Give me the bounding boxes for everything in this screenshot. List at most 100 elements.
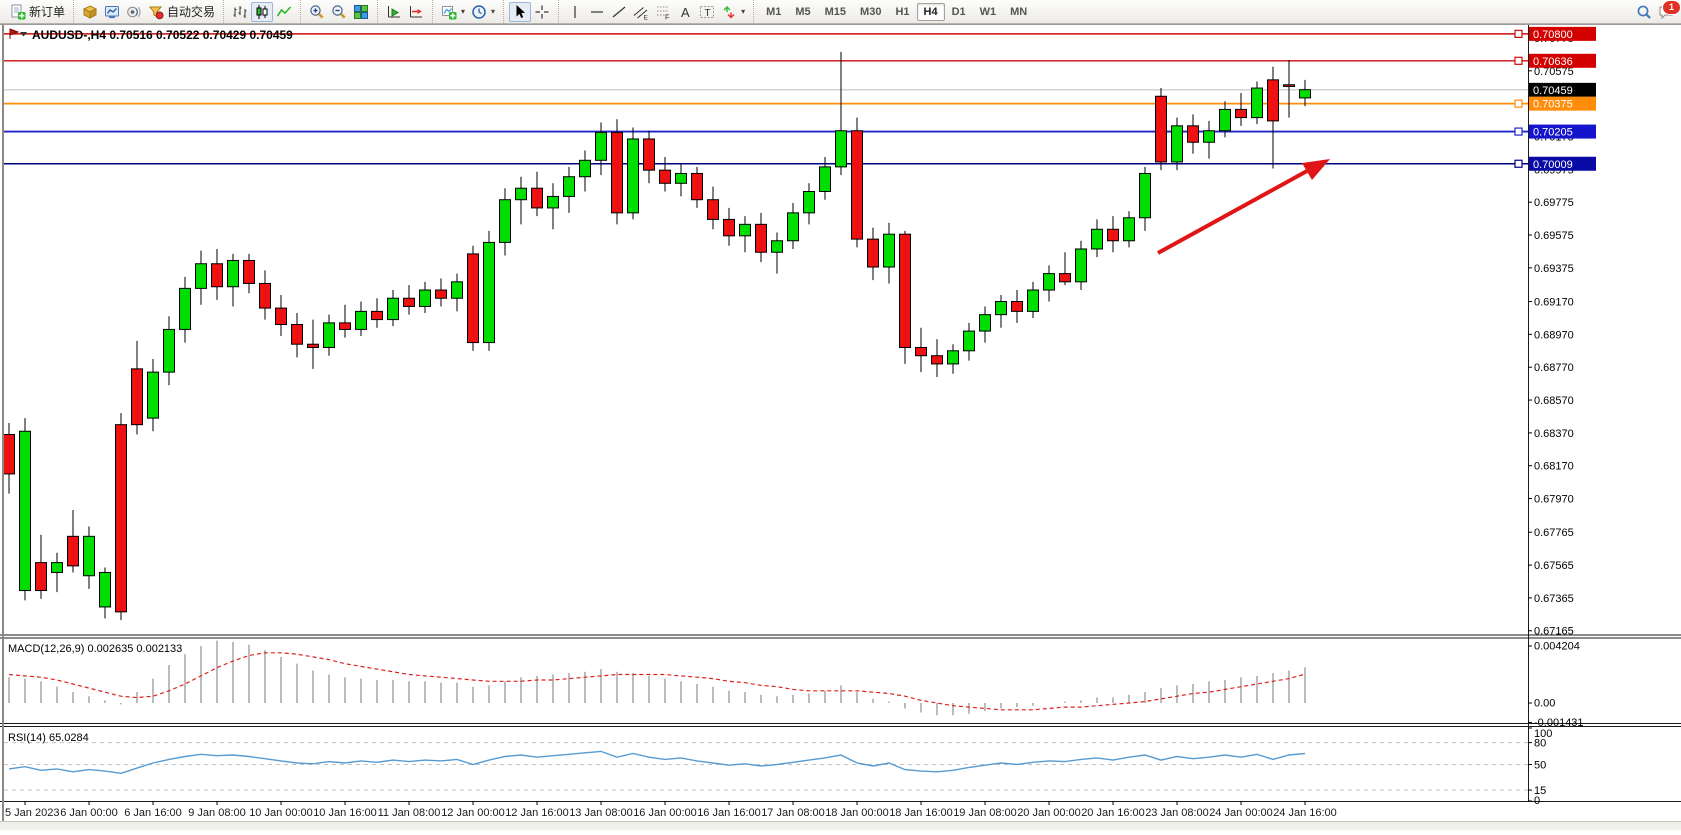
- timeframe-m1-button[interactable]: M1: [759, 3, 788, 21]
- candle: [19, 430, 31, 592]
- market-watch-button[interactable]: [79, 2, 101, 22]
- new-chart-button[interactable]: ▾: [438, 2, 468, 22]
- line-handle[interactable]: [1514, 159, 1523, 168]
- time-tick-label: 24 Jan 16:00: [1273, 807, 1337, 819]
- price-tick-label: 0.67565: [1534, 560, 1574, 572]
- timeframe-m15-button[interactable]: M15: [818, 3, 853, 21]
- time-tick-label: 18 Jan 16:00: [889, 807, 953, 819]
- macd-axis-label: 0.004204: [1534, 641, 1580, 653]
- chart-title-group: AUDUSD-,H4 0.70516 0.70522 0.70429 0.704…: [9, 28, 293, 42]
- candle: [1043, 273, 1055, 291]
- timeframe-d1-button[interactable]: D1: [945, 3, 973, 21]
- new-order-button[interactable]: 新订单: [7, 2, 68, 22]
- price-badge-label: 0.70636: [1533, 56, 1573, 68]
- candle: [307, 343, 319, 348]
- price-badges: 0.70800 0.70636 0.70459 0.70375 0.70205 0.700…: [1514, 26, 1596, 171]
- equidistant-channel-button[interactable]: E: [630, 2, 652, 22]
- toolbar-group: E F A T ▾: [558, 0, 751, 23]
- label-t-icon: T: [700, 5, 715, 19]
- candle: [67, 535, 79, 567]
- price-tick-label: 0.67165: [1534, 626, 1574, 638]
- line-handle[interactable]: [1514, 56, 1523, 65]
- zoom-out-button[interactable]: [328, 2, 350, 22]
- candle: [835, 130, 847, 168]
- text-label-button[interactable]: T: [696, 2, 718, 22]
- tile-windows-button[interactable]: [350, 2, 372, 22]
- candle: [947, 350, 959, 365]
- data-window-button[interactable]: [101, 2, 123, 22]
- candle: [435, 289, 447, 299]
- candle: [467, 253, 479, 344]
- cursor-icon: [516, 4, 526, 18]
- time-tick-label: 20 Jan 00:00: [1017, 807, 1081, 819]
- macd-axis-label: -0.001431: [1534, 717, 1584, 729]
- candle: [867, 238, 879, 268]
- candle: [1299, 89, 1311, 99]
- fibo-icon: F: [657, 6, 669, 20]
- chevron-down-icon: [20, 32, 27, 37]
- notification-count-badge: 1: [1662, 0, 1681, 15]
- candle: [291, 324, 303, 345]
- timeframe-m30-button[interactable]: M30: [853, 3, 888, 21]
- line-handle[interactable]: [1514, 127, 1523, 136]
- time-tick-label: 6 Jan 00:00: [60, 807, 118, 819]
- chart-area[interactable]: MACD(12,26,9) 0.002635 0.002133 0.004204 0…: [0, 24, 1681, 830]
- chevron-down-icon: ▾: [741, 7, 746, 16]
- candle: [915, 346, 927, 357]
- rsi-axis-label: 80: [1534, 738, 1546, 750]
- timeframe-w1-button[interactable]: W1: [973, 3, 1004, 21]
- vertical-line-button[interactable]: [564, 2, 586, 22]
- profiles-button[interactable]: ▾: [468, 2, 498, 22]
- arrow-objects-button[interactable]: ▾: [718, 2, 748, 22]
- crosshair-button[interactable]: [531, 2, 553, 22]
- candle: [899, 233, 911, 348]
- candle: [483, 241, 495, 344]
- zoom-in-button[interactable]: [306, 2, 328, 22]
- strategy-tester-button[interactable]: [123, 2, 145, 22]
- timeframe-mn-button[interactable]: MN: [1003, 3, 1034, 21]
- line-handle[interactable]: [1514, 29, 1523, 38]
- trend-arrow[interactable]: [1157, 159, 1330, 255]
- line-chart-mode-button[interactable]: [273, 2, 295, 22]
- timeframe-h1-button[interactable]: H1: [888, 3, 916, 21]
- timeframe-h4-button[interactable]: H4: [916, 2, 945, 21]
- macd-axis-label: 0.00: [1534, 698, 1555, 710]
- time-tick-label: 11 Jan 08:00: [378, 807, 441, 819]
- candle: [1011, 301, 1023, 312]
- fibonacci-retracement-button[interactable]: F: [652, 2, 674, 22]
- candle: [1155, 95, 1167, 163]
- search-button[interactable]: [1633, 2, 1655, 22]
- bar-chart-mode-button[interactable]: [229, 2, 251, 22]
- candle: [243, 259, 255, 284]
- candle: [1075, 248, 1087, 283]
- candlestick-mode-button[interactable]: [251, 1, 274, 22]
- candle: [1187, 125, 1199, 143]
- time-tick-label: 6 Jan 16:00: [124, 807, 182, 819]
- candle: [563, 176, 575, 197]
- cursor-button[interactable]: [509, 1, 532, 22]
- price-badge-label: 0.70459: [1533, 85, 1573, 97]
- macd-signal-line: [8, 652, 1306, 711]
- tline-icon: [612, 6, 626, 17]
- speaker-icon: [127, 6, 141, 17]
- timeframe-m5-button[interactable]: M5: [788, 3, 817, 21]
- price-badge: [1529, 96, 1596, 111]
- candle: [1283, 84, 1295, 87]
- candle: [531, 187, 543, 209]
- auto-trading-button[interactable]: 自动交易: [145, 2, 218, 22]
- time-tick-label: 23 Jan 08:00: [1145, 807, 1209, 819]
- trendline-button[interactable]: [608, 2, 630, 22]
- auto-scroll-button[interactable]: [383, 2, 405, 22]
- zoom-out-icon: [332, 4, 346, 19]
- time-axis[interactable]: 5 Jan 2023 6 Jan 00:00 6 Jan 16:00 9 Jan 08…: [5, 801, 1337, 819]
- candle: [963, 330, 975, 352]
- notifications-button-wrap: 1: [1655, 0, 1681, 22]
- price-badge: [1529, 53, 1596, 68]
- text-button[interactable]: A: [674, 2, 696, 22]
- chart-shift-button[interactable]: [405, 2, 427, 22]
- line-handle[interactable]: [1514, 99, 1523, 108]
- price-badge-label: 0.70375: [1533, 99, 1573, 111]
- horizontal-line-button[interactable]: [586, 2, 608, 22]
- price-tick-label: 0.68970: [1534, 329, 1574, 341]
- candle: [179, 287, 191, 330]
